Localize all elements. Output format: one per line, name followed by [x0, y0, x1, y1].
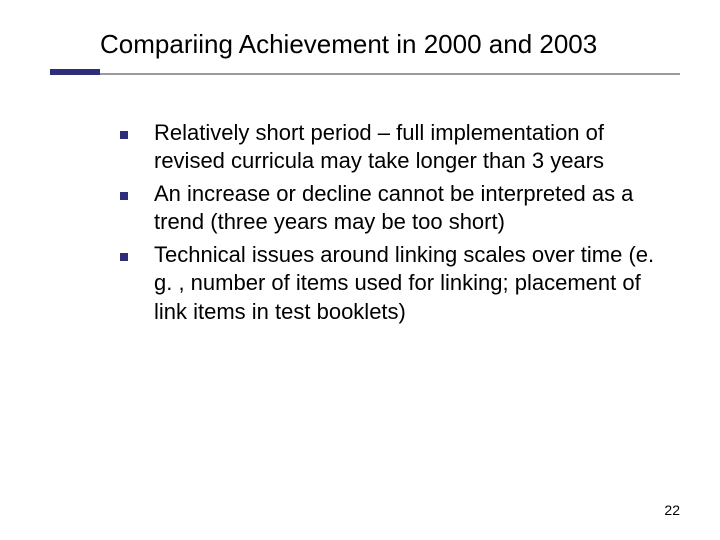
bullet-square-icon [120, 192, 128, 200]
slide-container: Compariing Achievement in 2000 and 2003 … [0, 0, 720, 540]
list-item: Relatively short period – full implement… [120, 119, 660, 176]
bullet-text: An increase or decline cannot be interpr… [154, 180, 660, 237]
bullet-text: Technical issues around linking scales o… [154, 241, 660, 327]
content-area: Relatively short period – full implement… [120, 119, 660, 327]
list-item: An increase or decline cannot be interpr… [120, 180, 660, 237]
bullet-square-icon [120, 253, 128, 261]
bullet-square-icon [120, 131, 128, 139]
slide-title: Compariing Achievement in 2000 and 2003 [100, 28, 670, 61]
title-underline-long [50, 73, 680, 75]
title-underline-short [50, 69, 100, 75]
bullet-text: Relatively short period – full implement… [154, 119, 660, 176]
page-number: 22 [664, 502, 680, 518]
title-block: Compariing Achievement in 2000 and 2003 [100, 28, 670, 69]
list-item: Technical issues around linking scales o… [120, 241, 660, 327]
